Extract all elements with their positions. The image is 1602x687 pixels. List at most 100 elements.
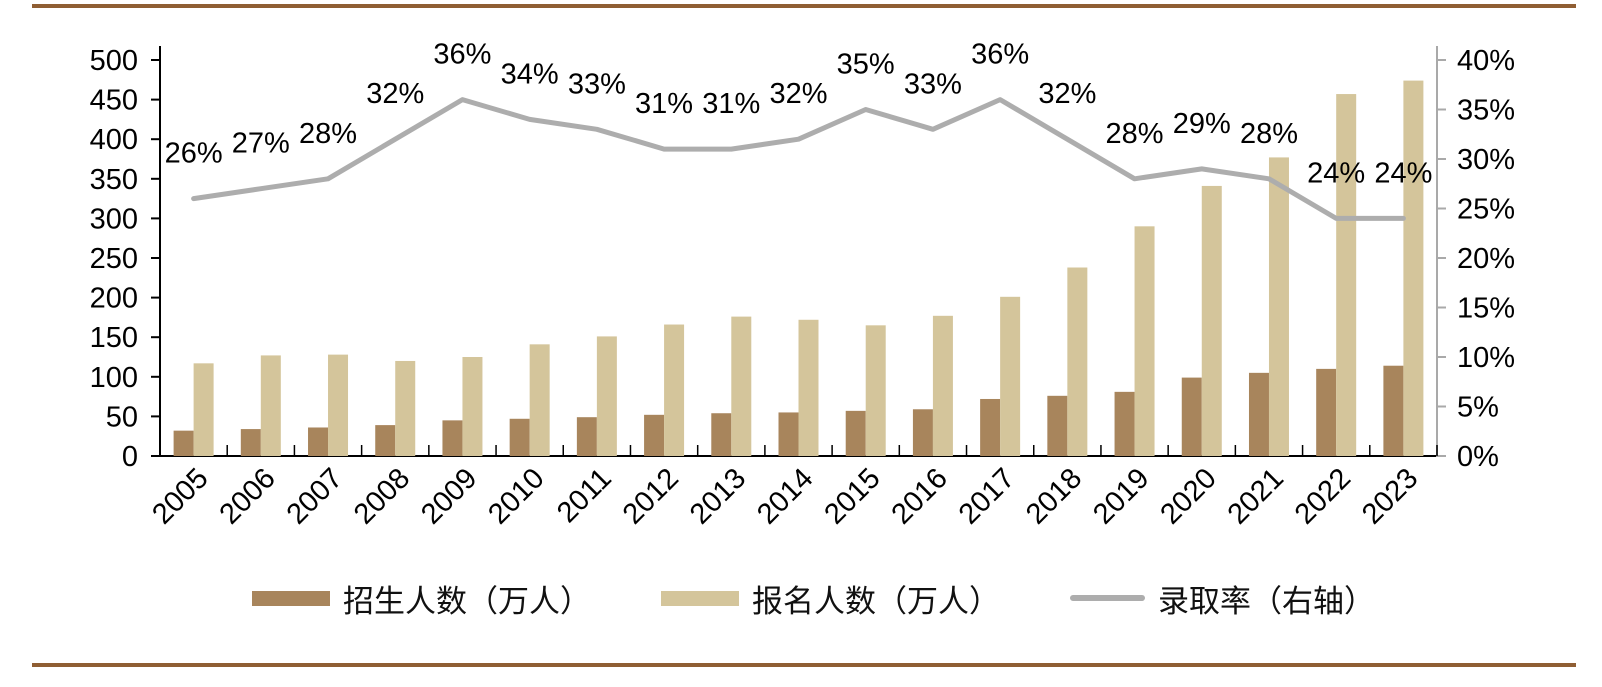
admission-rate-point-label-2014: 32%: [769, 78, 827, 110]
legend-bar-swatch-icon: [252, 590, 330, 606]
legend-item-admission-rate: 录取率（右轴）: [1070, 576, 1375, 620]
applicants-bar-2005: [193, 363, 214, 456]
enrollment-bar-2006: [240, 429, 261, 456]
enrollment-bar-2017: [980, 398, 1001, 456]
enrollment-bar-2019: [1114, 391, 1135, 456]
applicants-bar-2010: [529, 344, 550, 456]
applicants-bar-2019: [1134, 226, 1155, 456]
x-axis-year-label: 2014: [751, 462, 819, 530]
enrollment-bar-2009: [442, 420, 463, 456]
legend-item-enrollment: 招生人数（万人）: [252, 576, 591, 620]
left-axis-tick-label: 0: [122, 441, 138, 473]
admission-rate-line: [191, 97, 1406, 221]
applicants-bar-2016: [932, 315, 953, 456]
x-axis-year-label: 2019: [1087, 462, 1155, 530]
applicants-bar-2022: [1336, 94, 1357, 456]
admission-rate-point-label-2021: 28%: [1240, 118, 1298, 150]
enrollment-bar-2014: [778, 412, 799, 456]
admission-rate-point-label-2023: 24%: [1374, 157, 1432, 189]
applicants-bar-2008: [395, 360, 416, 456]
right-axis-tick-label: 15%: [1457, 293, 1515, 325]
admission-rate-point-label-2022: 24%: [1307, 157, 1365, 189]
left-axis-tick-label: 450: [90, 85, 138, 117]
x-axis-year-label: 2008: [348, 462, 416, 530]
left-axis-tick-label: 150: [90, 322, 138, 354]
admission-rate-point-label-2012: 31%: [635, 88, 693, 120]
left-axis-tick-label: 350: [90, 164, 138, 196]
left-axis-tick-label: 400: [90, 124, 138, 156]
bottom-border-rule: [32, 663, 1576, 667]
top-border-rule: [32, 4, 1576, 8]
left-axis-tick-label: 500: [90, 45, 138, 77]
enrollment-bar-2008: [375, 425, 396, 456]
left-axis-tick-label: 200: [90, 283, 138, 315]
enrollment-bar-2023: [1383, 365, 1404, 456]
admission-rate-point-label-2019: 28%: [1106, 118, 1164, 150]
x-axis-year-label: 2005: [146, 462, 214, 530]
admission-rate-point-label-2015: 35%: [837, 49, 895, 81]
right-axis-tick-label: 25%: [1457, 194, 1515, 226]
applicants-bar-2018: [1067, 267, 1088, 456]
left-axis-tick-label: 50: [106, 401, 138, 433]
x-axis-year-label: 2006: [214, 462, 282, 530]
applicants-bar-2021: [1268, 157, 1289, 456]
right-axis-tick-label: 40%: [1457, 45, 1515, 77]
admission-rate-point-label-2017: 36%: [971, 39, 1029, 71]
enrollment-bar-2021: [1248, 372, 1269, 456]
left-axis-tick-label: 100: [90, 362, 138, 394]
x-axis-year-label: 2023: [1356, 462, 1424, 530]
enrollment-bar-2007: [308, 427, 329, 456]
x-axis-year-label: 2017: [953, 462, 1021, 530]
enrollment-bar-2005: [173, 430, 194, 456]
left-axis-tick-label: 250: [90, 243, 138, 275]
x-axis-year-label: 2020: [1154, 462, 1222, 530]
admission-rate-point-label-2007: 28%: [299, 118, 357, 150]
right-axis-tick-label: 20%: [1457, 243, 1515, 275]
admission-rate-point-label-2018: 32%: [1038, 78, 1096, 110]
applicants-bar-2014: [798, 319, 819, 456]
admission-rate-point-label-2013: 31%: [702, 88, 760, 120]
legend-item-applicants: 报名人数（万人）: [661, 576, 1000, 620]
enrollment-bar-2020: [1181, 377, 1202, 456]
legend-label-admission-rate: 录取率（右轴）: [1158, 583, 1375, 619]
applicants-bar-2006: [260, 355, 281, 456]
applicants-bar-2009: [462, 357, 483, 456]
applicants-bar-2017: [1000, 296, 1021, 456]
enrollment-bar-2010: [509, 418, 530, 456]
legend-bar-swatch-icon: [661, 590, 739, 606]
admission-rate-point-label-2010: 34%: [501, 58, 559, 90]
x-axis-year-label: 2015: [818, 462, 886, 530]
right-axis-tick-label: 0%: [1457, 441, 1499, 473]
admission-rate-point-label-2020: 29%: [1173, 108, 1231, 140]
admission-rate-point-label-2016: 33%: [904, 68, 962, 100]
legend-label-enrollment: 招生人数（万人）: [343, 583, 591, 619]
legend-line-swatch-icon: [1070, 595, 1145, 601]
enrollment-bar-2012: [644, 414, 665, 456]
applicants-bar-2023: [1403, 80, 1424, 456]
applicants-bar-2020: [1201, 185, 1222, 457]
right-axis-tick-label: 5%: [1457, 392, 1499, 424]
enrollment-bar-2013: [711, 413, 732, 456]
applicants-bar-2012: [664, 324, 685, 456]
admission-rate-point-label-2009: 36%: [433, 39, 491, 71]
x-axis-year-label: 2010: [482, 462, 550, 530]
applicants-bar-2015: [865, 325, 886, 456]
left-axis-tick-label: 300: [90, 203, 138, 235]
enrollment-bar-2011: [576, 417, 597, 456]
applicants-bar-2011: [596, 336, 617, 456]
x-axis-year-label: 2011: [551, 462, 618, 529]
x-axis-year-label: 2021: [1222, 462, 1290, 530]
x-axis-year-label: 2013: [684, 462, 752, 530]
chart-legend: 招生人数（万人） 报名人数（万人） 录取率（右轴）: [0, 576, 1602, 620]
x-axis-year-label: 2012: [617, 462, 685, 530]
x-axis-year-label: 2022: [1289, 462, 1357, 530]
x-axis-year-label: 2007: [281, 462, 349, 530]
x-axis-year-label: 2018: [1020, 462, 1088, 530]
applicants-bar-2013: [731, 316, 752, 456]
legend-label-applicants: 报名人数（万人）: [752, 583, 1000, 619]
right-axis-tick-label: 30%: [1457, 144, 1515, 176]
applicants-bar-2007: [328, 354, 349, 456]
x-axis-year-label: 2016: [886, 462, 954, 530]
enrollment-bar-2015: [845, 410, 866, 456]
